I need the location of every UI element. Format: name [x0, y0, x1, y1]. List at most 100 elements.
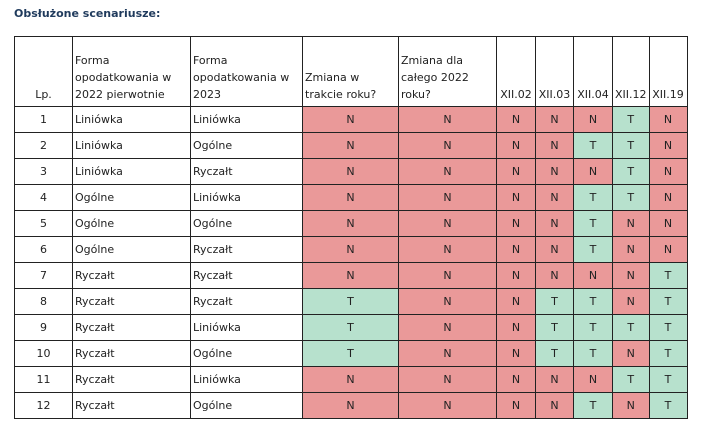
status-cell: N [398, 236, 497, 263]
status-cell: T [648, 366, 688, 393]
status-cell: N [302, 366, 399, 393]
column-header: Lp. [14, 36, 73, 107]
status-cell: N [302, 210, 399, 237]
status-cell: N [535, 236, 574, 263]
status-cell: N [648, 210, 688, 237]
status-cell: T [535, 288, 574, 315]
status-cell: N [398, 210, 497, 237]
table-cell: 6 [14, 236, 73, 263]
table-cell: Liniówka [72, 132, 191, 159]
table-cell: 12 [14, 392, 73, 419]
table-cell: 5 [14, 210, 73, 237]
table-row: 5 Ogólne Ogólne N N N N T N N [14, 210, 688, 237]
table-row: 2 Liniówka Ogólne N N N N T T N [14, 132, 688, 159]
table-row: 9 Ryczałt Liniówka T N N T T T T [14, 314, 688, 341]
status-cell: N [398, 184, 497, 211]
status-cell: T [612, 184, 650, 211]
status-cell: N [302, 236, 399, 263]
status-cell: N [398, 314, 497, 341]
status-cell: N [496, 314, 536, 341]
status-cell: N [535, 106, 574, 133]
table-row: 7 Ryczałt Ryczałt N N N N N N T [14, 262, 688, 289]
status-cell: T [573, 288, 613, 315]
header-row: Lp. Forma opodatkowania w 2022 pierwotnie… [14, 36, 688, 107]
status-cell: N [573, 262, 613, 289]
status-cell: N [398, 288, 497, 315]
status-cell: N [535, 366, 574, 393]
status-cell: N [648, 184, 688, 211]
table-cell: Ryczałt [72, 262, 191, 289]
status-cell: N [535, 158, 574, 185]
status-cell: N [612, 210, 650, 237]
status-cell: N [612, 262, 650, 289]
column-header: Forma opodatkowania w 2022 pierwotnie [72, 36, 191, 107]
status-cell: T [648, 340, 688, 367]
table-cell: Ogólne [190, 210, 303, 237]
table-cell: Ryczałt [72, 340, 191, 367]
status-cell: N [496, 392, 536, 419]
status-cell: N [398, 392, 497, 419]
status-cell: T [573, 184, 613, 211]
status-cell: T [648, 262, 688, 289]
status-cell: N [398, 158, 497, 185]
table-cell: Ryczałt [190, 288, 303, 315]
status-cell: N [302, 262, 399, 289]
table-cell: 8 [14, 288, 73, 315]
column-header: Zmiana dla całego 2022 roku? [398, 36, 497, 107]
status-cell: T [612, 158, 650, 185]
column-header: Forma opodatkowania w 2023 [190, 36, 303, 107]
table-cell: 4 [14, 184, 73, 211]
table-cell: 2 [14, 132, 73, 159]
table-cell: Ogólne [190, 132, 303, 159]
table-cell: Ryczałt [72, 314, 191, 341]
status-cell: T [302, 340, 399, 367]
status-cell: N [648, 132, 688, 159]
status-cell: N [302, 106, 399, 133]
status-cell: N [573, 106, 613, 133]
table-cell: 10 [14, 340, 73, 367]
status-cell: N [612, 340, 650, 367]
status-cell: N [612, 392, 650, 419]
status-cell: T [648, 314, 688, 341]
status-cell: T [573, 340, 613, 367]
status-cell: T [535, 314, 574, 341]
status-cell: T [612, 106, 650, 133]
table-row: 10 Ryczałt Ogólne T N N T T N T [14, 340, 688, 367]
status-cell: N [573, 366, 613, 393]
scenarios-table: Lp. Forma opodatkowania w 2022 pierwotnie… [14, 36, 688, 419]
status-cell: N [496, 262, 536, 289]
table-cell: Liniówka [72, 158, 191, 185]
status-cell: N [496, 106, 536, 133]
status-cell: N [535, 262, 574, 289]
table-cell: Liniówka [190, 314, 303, 341]
status-cell: N [612, 288, 650, 315]
table-cell: Ryczałt [190, 262, 303, 289]
table-cell: Ryczałt [190, 158, 303, 185]
status-cell: T [302, 288, 399, 315]
status-cell: T [648, 392, 688, 419]
column-header: XII.19 [648, 36, 688, 107]
status-cell: T [573, 132, 613, 159]
table-row: 3 Liniówka Ryczałt N N N N N T N [14, 158, 688, 185]
status-cell: T [612, 366, 650, 393]
status-cell: N [302, 392, 399, 419]
table-cell: Liniówka [72, 106, 191, 133]
table-cell: Liniówka [190, 366, 303, 393]
status-cell: N [302, 184, 399, 211]
status-cell: T [573, 236, 613, 263]
status-cell: N [648, 106, 688, 133]
status-cell: T [535, 340, 574, 367]
table-cell: Liniówka [190, 184, 303, 211]
table-cell: Ryczałt [72, 392, 191, 419]
table-row: 4 Ogólne Liniówka N N N N T T N [14, 184, 688, 211]
table-cell: Ogólne [72, 236, 191, 263]
status-cell: N [398, 106, 497, 133]
table-cell: 3 [14, 158, 73, 185]
status-cell: N [535, 184, 574, 211]
table-row: 12 Ryczałt Ogólne N N N N T N T [14, 392, 688, 419]
table-cell: 9 [14, 314, 73, 341]
status-cell: T [573, 392, 613, 419]
table-cell: Ogólne [190, 340, 303, 367]
status-cell: N [496, 288, 536, 315]
status-cell: T [648, 288, 688, 315]
